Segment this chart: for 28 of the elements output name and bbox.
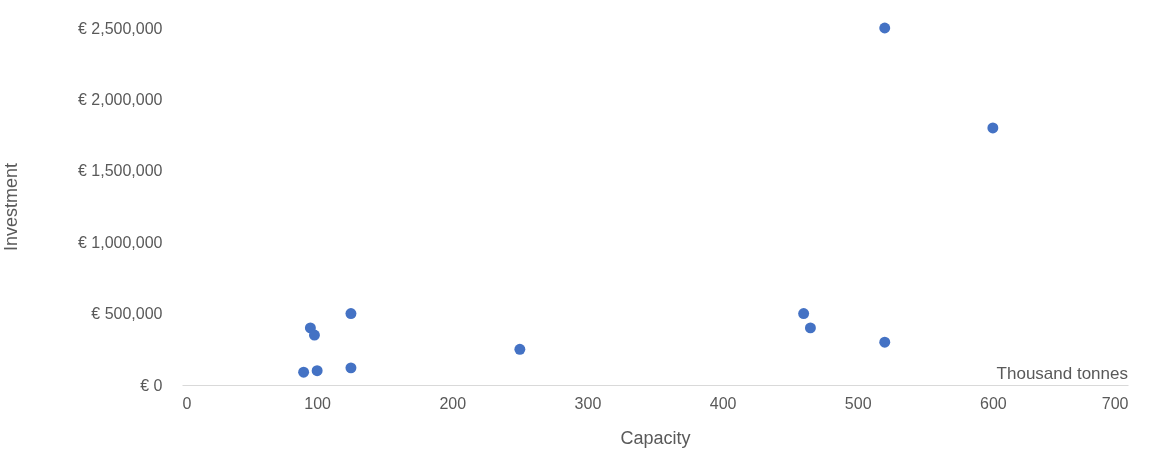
x-tick-label: 0 <box>182 394 192 412</box>
point <box>804 322 816 334</box>
x-tick-label: 700 <box>1101 394 1129 412</box>
point <box>308 329 320 341</box>
point <box>345 308 357 320</box>
x-tick-label: 500 <box>844 394 872 412</box>
y-tick-label: € 2,000,000 <box>77 90 163 108</box>
y-tick-label: € 500,000 <box>91 305 163 323</box>
x-axis-title: Capacity <box>620 427 691 448</box>
point <box>311 365 323 377</box>
x-tick-label: 100 <box>304 394 332 412</box>
y-axis-title: Investment <box>0 162 21 252</box>
point <box>345 362 357 374</box>
point <box>798 308 810 320</box>
point <box>514 343 526 355</box>
x-tick-label: 200 <box>439 394 467 412</box>
y-tick-label: € 2,500,000 <box>77 19 163 37</box>
y-tick-label: € 1,000,000 <box>77 233 163 251</box>
point <box>879 22 891 34</box>
annotation: Thousand tonnes <box>996 364 1128 383</box>
x-tick-label: 300 <box>574 394 602 412</box>
x-tick-label: 400 <box>709 394 737 412</box>
point <box>879 336 891 348</box>
x-tick-label: 600 <box>980 394 1007 412</box>
point <box>987 122 999 134</box>
y-tick-label: € 1,500,000 <box>77 162 163 180</box>
point <box>298 366 310 378</box>
y-tick-label: € 0 <box>140 376 163 394</box>
